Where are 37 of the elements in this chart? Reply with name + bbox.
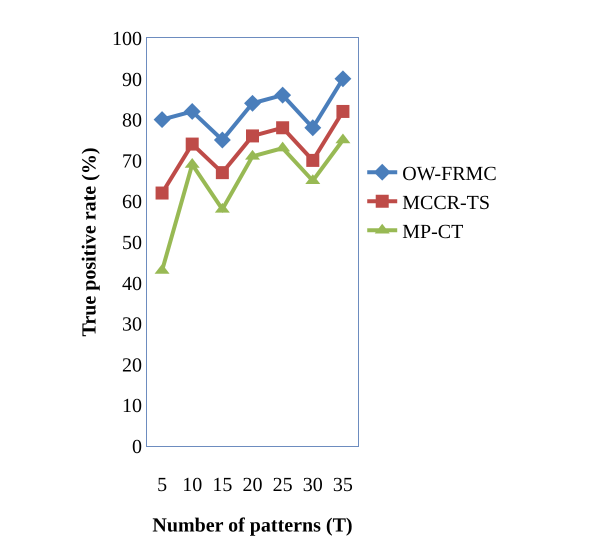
legend-label: OW-FRMC <box>402 163 497 185</box>
y-tick-label: 40 <box>122 272 142 295</box>
point <box>216 166 229 180</box>
point <box>186 138 199 151</box>
x-axis-title: Number of patterns (T) <box>152 514 353 536</box>
y-tick-label: 10 <box>122 395 142 418</box>
point <box>334 70 352 88</box>
y-tick-label: 20 <box>122 354 142 376</box>
y-tick-label: 70 <box>122 150 142 172</box>
x-tick-label: 10 <box>182 474 202 496</box>
y-tick-label: 100 <box>112 28 142 50</box>
y-tick-label: 80 <box>122 110 142 132</box>
x-tick-label: 25 <box>272 474 293 496</box>
legend-label: MP-CT <box>402 221 464 243</box>
point <box>336 104 350 118</box>
y-axis-title: True positive rate (%) <box>78 147 100 337</box>
legend-label: MCCR-TS <box>402 192 490 214</box>
y-tick-label: 90 <box>122 68 142 91</box>
y-tick-label: 0 <box>132 436 142 458</box>
x-tick-label: 35 <box>332 474 353 496</box>
y-tick-label: 60 <box>122 191 142 214</box>
point <box>156 186 169 200</box>
x-tick-label: 5 <box>157 474 168 496</box>
point <box>274 86 292 104</box>
x-tick-label: 30 <box>302 474 323 496</box>
point <box>276 121 290 134</box>
x-tick-label: 15 <box>212 474 232 496</box>
y-tick-label: 30 <box>122 314 142 336</box>
y-tick-label: 50 <box>122 232 142 254</box>
point <box>304 119 322 136</box>
point <box>214 132 231 148</box>
point <box>184 102 201 120</box>
point <box>246 129 259 142</box>
point <box>244 94 261 112</box>
x-tick-label: 20 <box>242 474 262 496</box>
point <box>154 111 171 128</box>
point <box>306 154 320 167</box>
